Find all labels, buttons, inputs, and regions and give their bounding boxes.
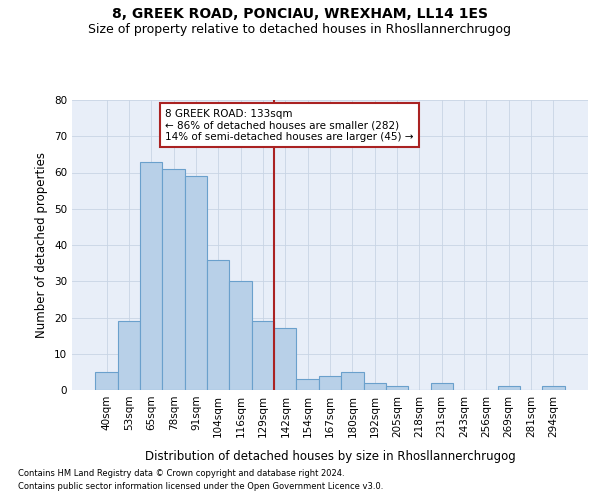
Bar	[386, 386, 408, 390]
Text: Contains HM Land Registry data © Crown copyright and database right 2024.: Contains HM Land Registry data © Crown c…	[18, 468, 344, 477]
Bar	[118, 321, 140, 390]
Bar	[252, 321, 274, 390]
Bar	[207, 260, 229, 390]
Bar	[497, 386, 520, 390]
Bar	[364, 383, 386, 390]
Bar	[296, 379, 319, 390]
Bar	[341, 372, 364, 390]
Bar	[229, 281, 252, 390]
Bar	[140, 162, 163, 390]
Text: Distribution of detached houses by size in Rhosllannerchrugog: Distribution of detached houses by size …	[145, 450, 515, 463]
Text: 8, GREEK ROAD, PONCIAU, WREXHAM, LL14 1ES: 8, GREEK ROAD, PONCIAU, WREXHAM, LL14 1E…	[112, 8, 488, 22]
Bar	[185, 176, 207, 390]
Y-axis label: Number of detached properties: Number of detached properties	[35, 152, 49, 338]
Text: 8 GREEK ROAD: 133sqm
← 86% of detached houses are smaller (282)
14% of semi-deta: 8 GREEK ROAD: 133sqm ← 86% of detached h…	[165, 108, 413, 142]
Bar	[163, 169, 185, 390]
Text: Size of property relative to detached houses in Rhosllannerchrugog: Size of property relative to detached ho…	[89, 22, 511, 36]
Text: Contains public sector information licensed under the Open Government Licence v3: Contains public sector information licen…	[18, 482, 383, 491]
Bar	[274, 328, 296, 390]
Bar	[431, 383, 453, 390]
Bar	[95, 372, 118, 390]
Bar	[319, 376, 341, 390]
Bar	[542, 386, 565, 390]
